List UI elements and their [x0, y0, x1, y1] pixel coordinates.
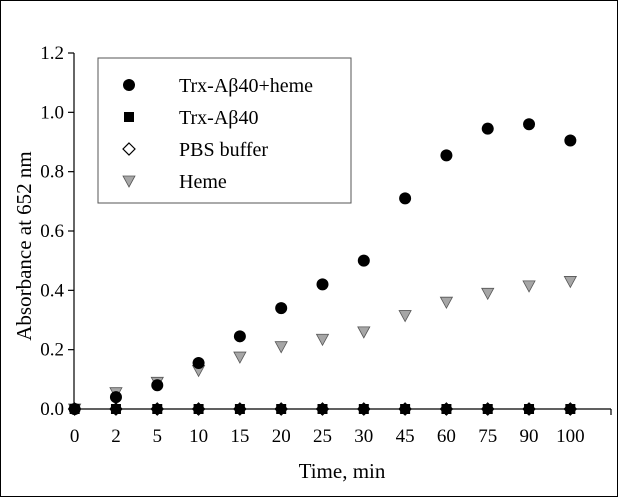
legend-label: Trx-Aβ40+heme: [179, 75, 313, 97]
x-tick-label: 100: [556, 426, 585, 447]
x-tick-label: 2: [111, 426, 121, 447]
data-point: [316, 278, 329, 291]
x-tick-label: 30: [354, 426, 373, 447]
data-point: [399, 192, 412, 205]
x-tick-label: 90: [520, 426, 539, 447]
x-tick-label: 20: [272, 426, 291, 447]
data-point: [481, 287, 495, 301]
y-tick-label: 0.6: [40, 221, 64, 242]
x-tick-label: 45: [396, 426, 415, 447]
x-tick-label: 75: [478, 426, 497, 447]
data-point: [192, 357, 205, 370]
data-point: [275, 302, 288, 315]
legend-label: Heme: [179, 171, 227, 193]
data-point: [522, 280, 536, 293]
series-gray-down-triangle: [67, 276, 578, 416]
x-tick-label: 15: [230, 426, 249, 447]
data-point: [563, 276, 578, 289]
data-point: [151, 379, 164, 392]
legend: Trx-Aβ40+heme Trx-Aβ40 PBS buffer Heme: [97, 57, 352, 204]
data-point: [440, 149, 453, 162]
data-point: [233, 351, 247, 364]
x-tick-label: 25: [313, 426, 332, 447]
x-tick-label: 0: [70, 426, 80, 447]
data-point: [233, 330, 246, 343]
x-tick-label: 5: [153, 426, 163, 447]
legend-marker: [123, 79, 135, 91]
y-tick-label: 0.0: [40, 399, 64, 420]
y-tick-label: 0.8: [40, 162, 64, 183]
series-filled-circle: [68, 118, 577, 415]
data-point: [398, 310, 412, 323]
x-axis-label: Time, min: [299, 459, 386, 483]
x-tick-label: 60: [437, 426, 456, 447]
legend-box: [97, 57, 352, 204]
data-point: [357, 326, 371, 339]
legend-marker: [122, 175, 136, 188]
y-tick-label: 1.0: [40, 102, 64, 123]
data-point: [439, 296, 454, 310]
x-tick-label: 10: [189, 426, 208, 447]
data-point: [315, 333, 330, 347]
legend-marker: [122, 142, 136, 156]
legend-label: PBS buffer: [179, 139, 268, 161]
data-point: [274, 341, 288, 354]
y-tick-label: 0.4: [40, 280, 64, 301]
data-point: [481, 122, 494, 135]
data-point: [523, 118, 536, 131]
data-point: [109, 391, 122, 404]
axes: 0.00.20.40.60.81.01.20 2 5 10 15 20 25 30 45 60 75…: [40, 43, 612, 447]
data-point: [357, 254, 370, 267]
y-tick-label: 0.2: [40, 340, 64, 361]
legend-label: Trx-Aβ40: [179, 107, 258, 129]
y-tick-label: 1.2: [40, 43, 64, 64]
legend-marker: [124, 112, 134, 122]
y-axis-label: Absorbance at 652 nm: [12, 151, 36, 341]
data-point: [564, 134, 577, 147]
